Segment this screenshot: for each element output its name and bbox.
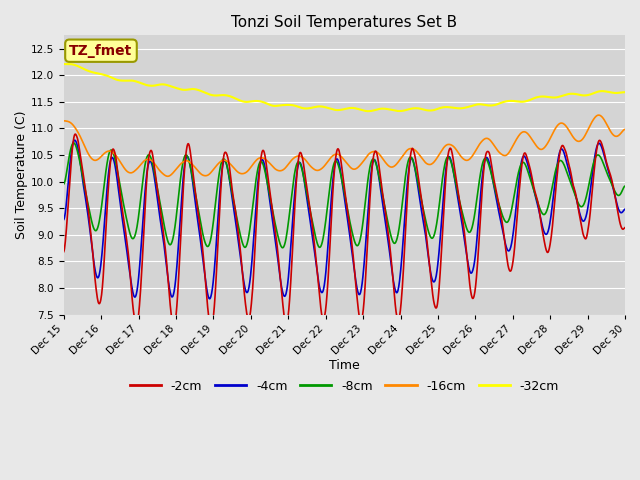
Legend: -2cm, -4cm, -8cm, -16cm, -32cm: -2cm, -4cm, -8cm, -16cm, -32cm bbox=[125, 375, 564, 398]
Title: Tonzi Soil Temperatures Set B: Tonzi Soil Temperatures Set B bbox=[231, 15, 458, 30]
X-axis label: Time: Time bbox=[329, 360, 360, 372]
Text: TZ_fmet: TZ_fmet bbox=[69, 44, 132, 58]
Y-axis label: Soil Temperature (C): Soil Temperature (C) bbox=[15, 111, 28, 239]
